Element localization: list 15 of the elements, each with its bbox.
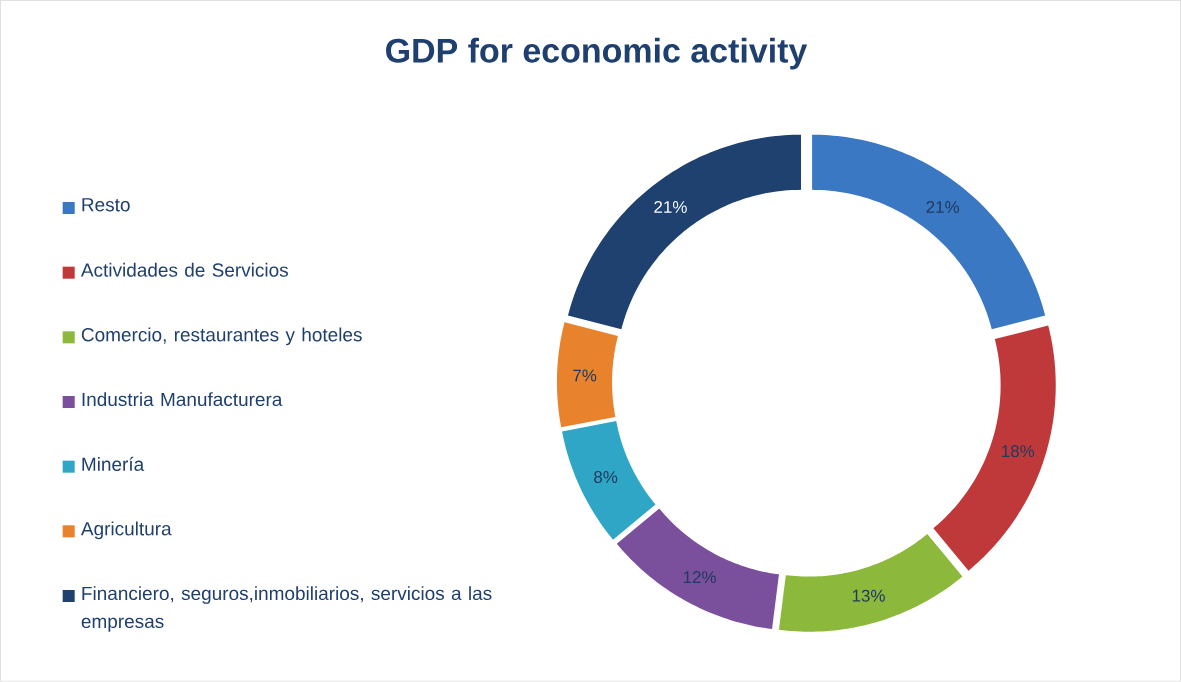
data-label: 8%	[594, 471, 618, 484]
data-label: 12%	[683, 571, 716, 584]
legend-label: Agricultura	[80, 521, 172, 540]
legend-label: Comercio, restaurantes y hoteles	[81, 327, 362, 346]
legend-label: Industria Manufacturera	[82, 392, 283, 407]
legend-label: Minería	[82, 456, 145, 472]
legend-label: Actividades de Servicios	[80, 262, 288, 277]
data-label: 21%	[926, 201, 960, 214]
legend-label: Resto	[82, 198, 130, 212]
legend-label: Financiero, seguros,inmobiliarios, servicios a las empresas	[81, 586, 492, 632]
chart-title: GDP for economic activity	[386, 37, 808, 70]
data-label: 18%	[1002, 445, 1035, 458]
data-label: 7%	[573, 369, 597, 382]
data-label: 21%	[654, 201, 687, 214]
data-label: 13%	[852, 589, 885, 602]
